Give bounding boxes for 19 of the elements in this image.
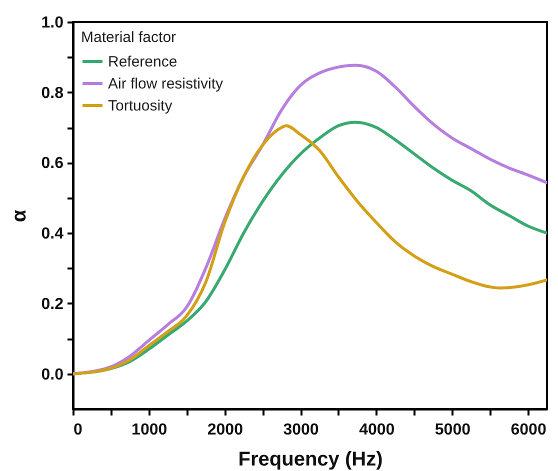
legend-title: Material factor <box>81 29 176 46</box>
x-tick-label: 0 <box>74 422 82 438</box>
y-axis-title: α <box>8 209 30 222</box>
legend-label: Tortuosity <box>108 98 173 114</box>
x-tick-label: 3000 <box>283 422 319 438</box>
legend-label: Air flow resistivity <box>108 76 224 92</box>
y-tick-label: 0.4 <box>41 226 64 243</box>
x-tick-label: 2000 <box>207 422 244 438</box>
y-tick-label: 0.2 <box>41 296 64 313</box>
x-axis-title: Frequency (Hz) <box>238 448 383 470</box>
y-tick-label: 0.6 <box>41 155 64 172</box>
y-tick-label: 1.0 <box>41 14 64 32</box>
x-tick-label: 6000 <box>510 422 546 438</box>
x-tick-label: 4000 <box>359 422 395 438</box>
y-tick-label: 0.8 <box>41 84 64 102</box>
x-tick-label: 5000 <box>434 422 471 438</box>
x-tick-label: 1000 <box>132 422 168 438</box>
y-tick-label: 0.0 <box>41 366 64 384</box>
legend-label: Reference <box>108 54 178 70</box>
